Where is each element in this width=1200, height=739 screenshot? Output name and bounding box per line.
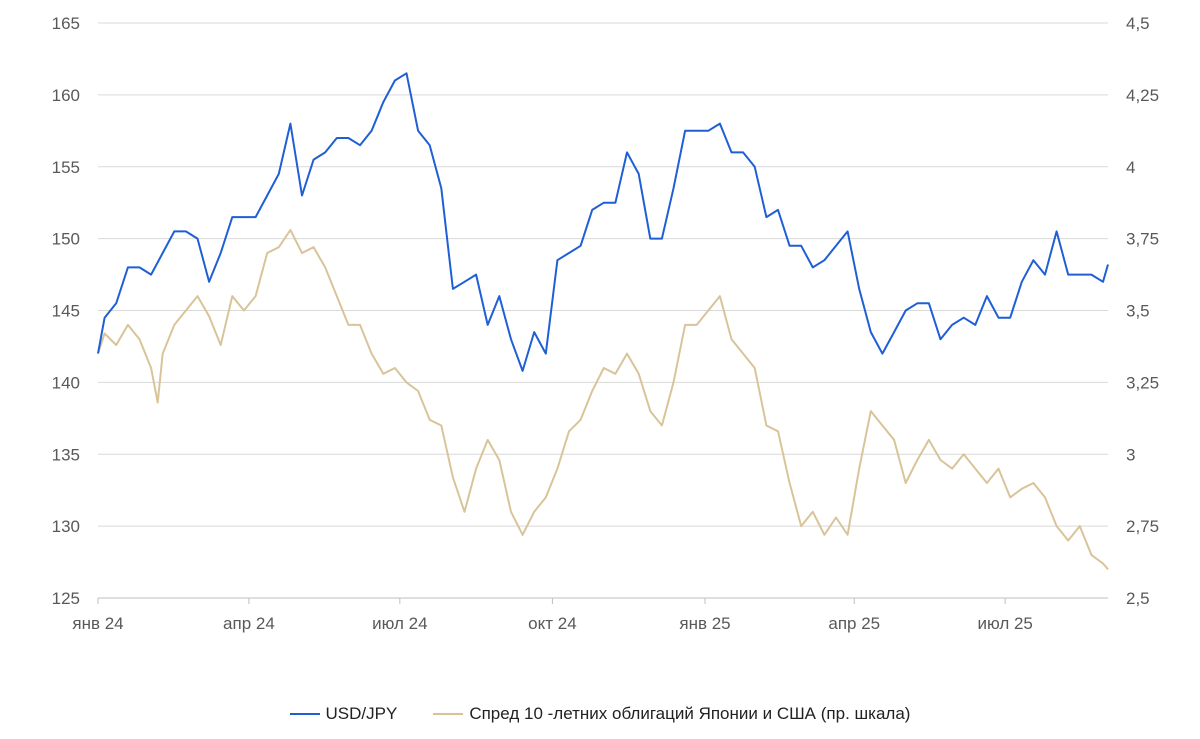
left-axis-tick-label: 145 xyxy=(52,302,80,321)
right-axis-tick-label: 4,5 xyxy=(1126,14,1150,33)
legend-label-usdjpy: USD/JPY xyxy=(325,704,398,723)
right-axis-tick-label: 4,25 xyxy=(1126,86,1159,105)
right-axis-tick-label: 3,5 xyxy=(1126,302,1150,321)
legend-swatch-spread xyxy=(433,713,464,715)
right-axis-tick-label: 3,75 xyxy=(1126,230,1159,249)
x-axis-tick-label: июл 25 xyxy=(977,614,1032,633)
left-axis-tick-label: 125 xyxy=(52,589,80,608)
series-line-usdjpy xyxy=(97,72,1109,372)
right-axis-tick-label: 2,5 xyxy=(1126,589,1150,608)
left-axis-ticks: 125 130 135 140 145 150 155 160 165 xyxy=(52,14,80,608)
left-axis-tick-label: 155 xyxy=(52,158,80,177)
legend: USD/JPY Спред 10 -летних облигаций Япони… xyxy=(0,704,1200,724)
legend-label-spread: Спред 10 -летних облигаций Японии и США … xyxy=(469,704,911,723)
right-axis-tick-label: 2,75 xyxy=(1126,517,1159,536)
left-axis-tick-label: 135 xyxy=(52,445,80,464)
left-axis-tick-label: 130 xyxy=(52,517,80,536)
series-line-spread xyxy=(97,229,1109,570)
x-axis-tick-label: янв 24 xyxy=(72,614,123,633)
legend-item-usdjpy: USD/JPY xyxy=(289,704,398,724)
x-axis-tick-label: апр 24 xyxy=(223,614,275,633)
legend-swatch-usdjpy xyxy=(289,713,320,715)
right-axis-tick-label: 4 xyxy=(1126,158,1135,177)
right-axis-tick-label: 3 xyxy=(1126,445,1135,464)
x-axis-tick-label: окт 24 xyxy=(528,614,577,633)
right-axis-tick-label: 3,25 xyxy=(1126,373,1159,392)
legend-item-spread: Спред 10 -летних облигаций Японии и США … xyxy=(433,704,910,724)
left-axis-tick-label: 140 xyxy=(52,373,80,392)
left-axis-tick-label: 160 xyxy=(52,86,80,105)
left-axis-tick-label: 150 xyxy=(52,230,80,249)
x-axis-ticks: янв 24 апр 24 июл 24 окт 24 янв 25 апр 25 июл … xyxy=(72,598,1033,633)
right-axis-ticks: 2,5 2,75 3 3,25 3,5 3,75 4 4,25 4,5 xyxy=(1126,14,1159,608)
x-axis-tick-label: апр 25 xyxy=(828,614,880,633)
series-layer xyxy=(97,72,1109,570)
grid-lines xyxy=(98,22,1108,527)
x-axis-tick-label: янв 25 xyxy=(679,614,730,633)
x-axis-tick-label: июл 24 xyxy=(372,614,427,633)
left-axis-tick-label: 165 xyxy=(52,14,80,33)
